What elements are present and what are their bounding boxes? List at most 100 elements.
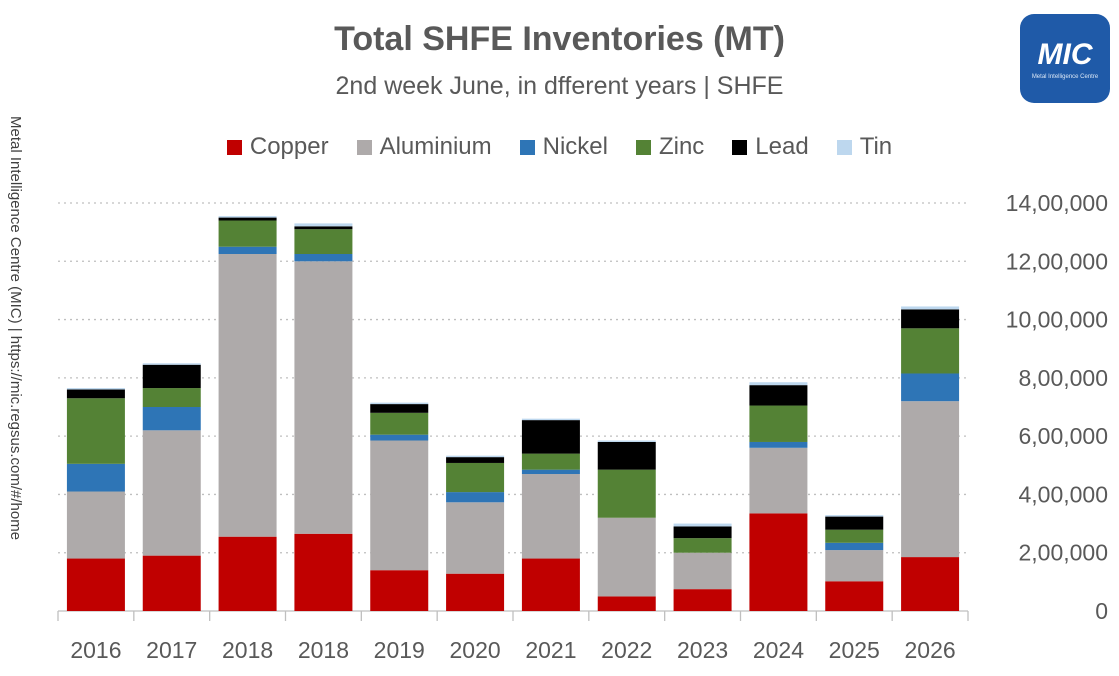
bar-tin	[446, 455, 505, 458]
bar-tin	[521, 418, 580, 421]
logo-subtext: Metal Intelligence Centre	[1031, 74, 1099, 80]
x-tick-label: 2023	[677, 637, 728, 663]
x-tick-label: 2025	[829, 637, 880, 663]
bar-nickel	[294, 254, 353, 262]
y-tick-label: 6,00,000	[1018, 423, 1108, 449]
bar-zinc	[218, 220, 277, 247]
legend-swatch	[356, 139, 372, 155]
logo-text: MIC	[1037, 38, 1093, 71]
bar-copper	[749, 513, 808, 611]
legend-label: Nickel	[542, 133, 608, 160]
bar-zinc	[294, 229, 353, 254]
bar-lead	[218, 217, 277, 221]
bar-copper	[825, 581, 884, 611]
bar-tin	[749, 382, 808, 386]
legend-swatch	[732, 139, 748, 155]
bar-nickel	[370, 434, 429, 441]
bar-tin	[370, 402, 429, 405]
x-tick-label: 2026	[904, 637, 955, 663]
bar-copper	[294, 533, 353, 611]
bar-lead	[446, 457, 505, 463]
legend-label: Tin	[859, 133, 893, 160]
bar-copper	[673, 589, 732, 611]
legend-swatch	[226, 139, 242, 155]
legend-item-aluminium: Aluminium	[356, 133, 492, 161]
y-tick-label: 12,00,000	[1006, 248, 1108, 274]
bar-zinc	[597, 469, 656, 518]
chart-subtitle: 2nd week June, in dfferent years | SHFE	[335, 72, 784, 100]
bar-tin	[825, 515, 884, 517]
bar-zinc	[142, 388, 201, 407]
legend-label: Lead	[755, 133, 809, 160]
bar-aluminium	[446, 502, 505, 574]
bar-tin	[142, 363, 201, 365]
bar-aluminium	[66, 491, 125, 559]
legend-item-lead: Lead	[732, 133, 809, 161]
bar-aluminium	[901, 401, 960, 558]
y-tick-label: 0	[1095, 598, 1108, 624]
legend-item-nickel: Nickel	[519, 133, 608, 161]
bar-zinc	[66, 398, 125, 464]
y-tick-label: 10,00,000	[1006, 307, 1108, 333]
x-tick-label: 2017	[146, 637, 197, 663]
bar-copper	[218, 536, 277, 611]
bar-zinc	[901, 328, 960, 374]
x-tick-label: 2021	[525, 637, 576, 663]
bar-zinc	[370, 412, 429, 435]
bar-zinc	[673, 538, 732, 553]
legend-swatch	[836, 139, 852, 155]
bar-nickel	[142, 407, 201, 431]
bar-copper	[142, 555, 201, 611]
bar-nickel	[218, 246, 277, 254]
bar-tin	[66, 388, 125, 390]
bar-zinc	[521, 453, 580, 470]
bar-aluminium	[673, 552, 732, 590]
bar-aluminium	[218, 254, 277, 537]
bar-nickel	[521, 469, 580, 475]
y-tick-label: 8,00,000	[1018, 365, 1108, 391]
mic-logo: MIC Metal Intelligence Centre	[1020, 14, 1110, 103]
x-tick-label: 2024	[753, 637, 804, 663]
bar-lead	[597, 441, 656, 470]
chart-legend: Copper Aluminium Nickel Zinc Lead Tin	[0, 133, 1119, 161]
bar-tin	[901, 306, 960, 310]
bar-copper	[597, 596, 656, 611]
bar-lead	[749, 385, 808, 406]
bar-copper	[521, 558, 580, 611]
legend-swatch	[519, 139, 535, 155]
y-tick-label: 4,00,000	[1018, 481, 1108, 507]
bar-nickel	[66, 463, 125, 492]
legend-label: Copper	[249, 133, 329, 160]
bar-nickel	[446, 492, 505, 503]
y-tick-label: 2,00,000	[1018, 540, 1108, 566]
bar-zinc	[825, 529, 884, 543]
x-tick-label: 2022	[601, 637, 652, 663]
x-tick-label: 2020	[449, 637, 500, 663]
x-tick-label: 2019	[374, 637, 425, 663]
bar-tin	[597, 440, 656, 442]
legend-item-zinc: Zinc	[635, 133, 705, 161]
x-tick-label: 2018	[222, 637, 273, 663]
bar-copper	[370, 570, 429, 611]
bar-copper	[66, 558, 125, 611]
bar-zinc	[749, 405, 808, 442]
bar-lead	[142, 364, 201, 389]
bar-lead	[825, 516, 884, 530]
bar-tin	[294, 223, 353, 227]
bar-lead	[673, 526, 732, 539]
bar-copper	[446, 573, 505, 611]
x-tick-label: 2016	[70, 637, 121, 663]
bar-nickel	[749, 441, 808, 448]
bar-aluminium	[142, 430, 201, 556]
bar-lead	[294, 226, 353, 230]
legend-label: Zinc	[658, 133, 705, 160]
legend-item-tin: Tin	[836, 133, 893, 161]
legend-swatch	[635, 139, 651, 155]
chart-title: Total SHFE Inventories (MT)	[334, 20, 785, 58]
bar-nickel	[825, 542, 884, 551]
bar-copper	[901, 557, 960, 611]
bar-aluminium	[597, 517, 656, 597]
bar-aluminium	[294, 261, 353, 534]
legend-label: Aluminium	[379, 133, 492, 160]
